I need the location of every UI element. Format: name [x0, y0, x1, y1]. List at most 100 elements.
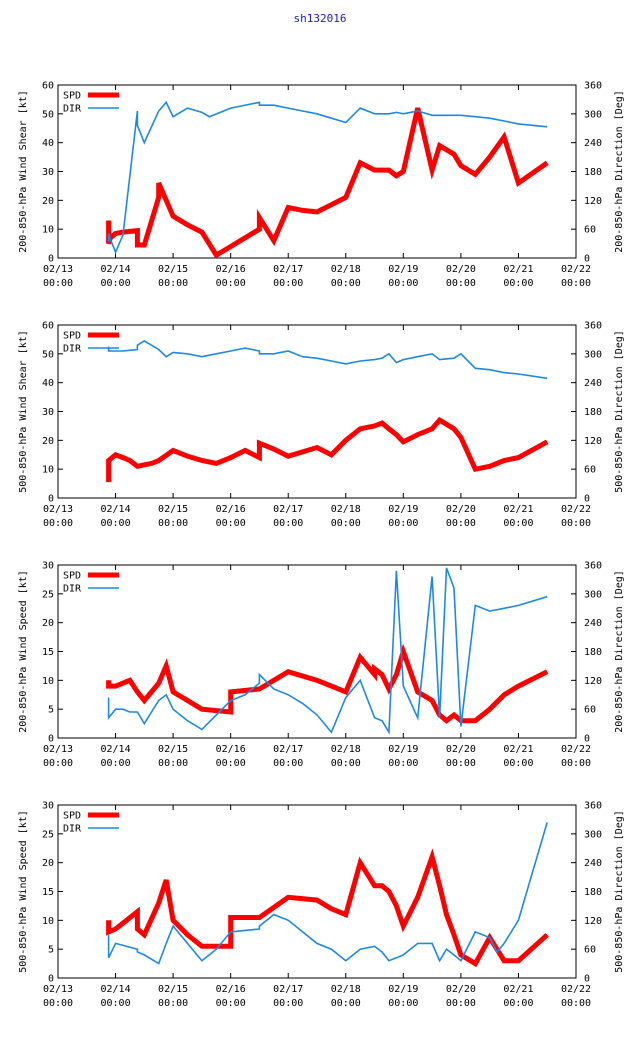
- right-tick-label: 0: [584, 254, 590, 265]
- x-tick-date: 02/14: [101, 744, 131, 755]
- x-tick-time: 00:00: [216, 998, 246, 1009]
- left-tick-label: 25: [42, 589, 54, 600]
- right-tick-label: 240: [584, 378, 602, 389]
- x-tick-time: 00:00: [388, 758, 418, 769]
- left-tick-label: 5: [48, 705, 54, 716]
- x-tick-time: 00:00: [216, 278, 246, 289]
- left-tick-label: 60: [42, 81, 54, 92]
- right-tick-label: 240: [584, 858, 602, 869]
- y-axis-label-right: 500-850-hPa Direction [Deg]: [614, 330, 625, 493]
- right-tick-label: 120: [584, 436, 602, 447]
- x-tick-time: 00:00: [158, 518, 188, 529]
- legend-label-spd: SPD: [63, 571, 81, 582]
- x-tick-date: 02/21: [503, 504, 533, 515]
- x-tick-time: 00:00: [158, 278, 188, 289]
- x-tick-time: 00:00: [388, 998, 418, 1009]
- x-tick-date: 02/14: [101, 264, 131, 275]
- chart-panel-1: 0 10 20 30 40 50 60 0 60 120 180 240 300 360 02/13 00:0…: [18, 81, 625, 290]
- right-tick-label: 300: [584, 349, 602, 360]
- left-tick-label: 20: [42, 618, 54, 629]
- x-tick-date: 02/22: [561, 264, 591, 275]
- x-tick-time: 00:00: [331, 758, 361, 769]
- x-tick-time: 00:00: [561, 998, 591, 1009]
- right-tick-label: 360: [584, 801, 602, 812]
- right-tick-label: 120: [584, 676, 602, 687]
- left-tick-label: 20: [42, 436, 54, 447]
- left-tick-label: 30: [42, 801, 54, 812]
- right-tick-label: 300: [584, 109, 602, 120]
- chart-panel-2: 0 10 20 30 40 50 60 0 60 120 180 240 300 360 02/13 00:0…: [18, 321, 625, 530]
- legend-label-dir: DIR: [63, 104, 82, 115]
- right-tick-label: 60: [584, 705, 596, 716]
- x-tick-time: 00:00: [388, 278, 418, 289]
- y-axis-label-left: 200-850-hPa Wind Speed [kt]: [18, 570, 29, 733]
- left-tick-label: 30: [42, 407, 54, 418]
- left-tick-label: 10: [42, 225, 54, 236]
- x-tick-date: 02/16: [216, 504, 246, 515]
- x-tick-time: 00:00: [446, 758, 476, 769]
- x-tick-date: 02/17: [273, 504, 303, 515]
- right-tick-label: 360: [584, 81, 602, 92]
- x-tick-date: 02/21: [503, 264, 533, 275]
- right-tick-label: 240: [584, 138, 602, 149]
- right-tick-label: 0: [584, 494, 590, 505]
- x-tick-date: 02/15: [158, 744, 188, 755]
- x-tick-time: 00:00: [43, 998, 73, 1009]
- left-tick-label: 20: [42, 196, 54, 207]
- spd-series-line: [106, 416, 549, 483]
- x-tick-time: 00:00: [503, 518, 533, 529]
- x-tick-time: 00:00: [446, 518, 476, 529]
- page-title: sh132016: [293, 12, 347, 25]
- left-tick-label: 10: [42, 676, 54, 687]
- x-tick-date: 02/16: [216, 984, 246, 995]
- x-tick-date: 02/22: [561, 504, 591, 515]
- chart-panel-3: 05101520253006012018024030036002/1300:00…: [18, 561, 625, 770]
- right-tick-label: 360: [584, 321, 602, 332]
- spd-series-line: [106, 107, 549, 259]
- left-tick-label: 5: [48, 945, 54, 956]
- x-tick-time: 00:00: [101, 998, 131, 1009]
- x-tick-date: 02/20: [446, 264, 476, 275]
- right-tick-label: 60: [584, 465, 596, 476]
- right-tick-label: 180: [584, 167, 602, 178]
- x-tick-date: 02/19: [388, 984, 418, 995]
- x-tick-time: 00:00: [43, 758, 73, 769]
- x-tick-date: 02/19: [388, 504, 418, 515]
- x-tick-date: 02/16: [216, 744, 246, 755]
- left-tick-label: 25: [42, 829, 54, 840]
- right-tick-label: 60: [584, 945, 596, 956]
- y-axis-label-left: 200-850-hPa Wind Shear [kt]: [18, 90, 29, 253]
- legend-label-spd: SPD: [63, 811, 81, 822]
- x-tick-date: 02/14: [101, 984, 131, 995]
- x-tick-date: 02/22: [561, 744, 591, 755]
- y-axis-label-left: 500-850-hPa Wind Shear [kt]: [18, 330, 29, 493]
- left-tick-label: 0: [48, 254, 54, 265]
- x-tick-date: 02/15: [158, 264, 188, 275]
- y-axis-label-left: 500-850-hPa Wind Speed [kt]: [18, 810, 29, 973]
- legend-label-spd: SPD: [63, 91, 81, 102]
- right-tick-label: 0: [584, 734, 590, 745]
- x-tick-date: 02/19: [388, 264, 418, 275]
- x-tick-time: 00:00: [158, 998, 188, 1009]
- x-tick-date: 02/22: [561, 984, 591, 995]
- x-tick-date: 02/21: [503, 744, 533, 755]
- right-tick-label: 0: [584, 974, 590, 985]
- right-tick-label: 120: [584, 916, 602, 927]
- x-tick-time: 00:00: [561, 278, 591, 289]
- x-tick-time: 00:00: [43, 518, 73, 529]
- right-tick-label: 120: [584, 196, 602, 207]
- x-tick-time: 00:00: [503, 278, 533, 289]
- spd-series-line: [106, 643, 549, 724]
- left-tick-label: 60: [42, 321, 54, 332]
- x-tick-date: 02/13: [43, 504, 73, 515]
- x-tick-time: 00:00: [101, 518, 131, 529]
- x-tick-time: 00:00: [503, 758, 533, 769]
- right-tick-label: 300: [584, 589, 602, 600]
- dir-series-line: [107, 100, 548, 255]
- x-tick-date: 02/21: [503, 984, 533, 995]
- plot-frame: [57, 324, 577, 499]
- x-tick-time: 00:00: [446, 278, 476, 289]
- left-tick-label: 0: [48, 494, 54, 505]
- x-tick-date: 02/20: [446, 744, 476, 755]
